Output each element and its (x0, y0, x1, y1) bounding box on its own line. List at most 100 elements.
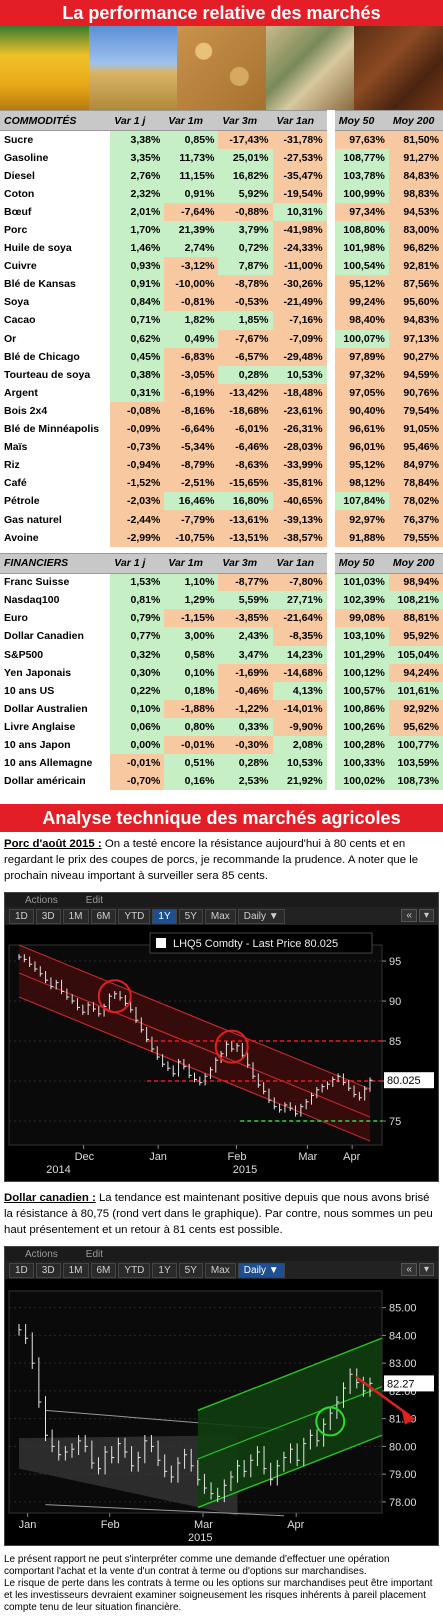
table-row: Soya 0,84% -0,81% -0,53% -21,49% 99,24% 95,60% (0, 293, 443, 312)
value-cell: 94,83% (388, 311, 443, 330)
pork-lead: Porc d'août 2015 : (4, 838, 102, 851)
value-cell: 98,40% (334, 311, 389, 330)
value-cell: 83,00% (388, 220, 443, 240)
menu-button[interactable]: ▾ (418, 909, 434, 923)
value-cell: -8,16% (164, 401, 219, 420)
cell-gap (327, 573, 335, 591)
value-cell: 99,08% (334, 609, 389, 628)
range-button-1m[interactable]: 1M (62, 908, 89, 924)
value-cell: 3,79% (218, 220, 273, 240)
y-tick-label: 80.00 (389, 1442, 417, 1454)
back-button[interactable]: « (401, 909, 417, 923)
value-cell: 100,12% (334, 663, 389, 682)
range-button-1y[interactable]: 1Y (152, 908, 177, 924)
row-label: Soya (4, 296, 30, 309)
uptrend-top-line (197, 1337, 383, 1412)
value-cell: 94,24% (388, 663, 443, 682)
actions-menu[interactable]: Actions (25, 1249, 58, 1261)
cell-gap (327, 131, 335, 149)
range-button-5y[interactable]: 5Y (178, 1262, 203, 1278)
row-label: Gas naturel (4, 513, 62, 526)
range-button-1d[interactable]: 1D (9, 1262, 34, 1278)
value-cell: -0,88% (218, 202, 273, 221)
commodities-table: COMMODITÉS Var 1 j Var 1m Var 3m Var 1an Moy … (0, 110, 443, 547)
row-label: Gasoline (4, 151, 49, 164)
trend-channel-fill (19, 945, 370, 1142)
value-cell: 103,59% (388, 754, 443, 773)
cell-gap (327, 718, 335, 736)
value-cell: 0,10% (164, 663, 219, 682)
daily-dropdown[interactable]: Daily ▼ (237, 908, 285, 924)
y-tick-label: 90 (389, 996, 401, 1008)
value-cell: 90,40% (334, 401, 389, 420)
value-cell: 96,82% (388, 239, 443, 258)
edit-menu[interactable]: Edit (85, 895, 104, 907)
range-button-1m[interactable]: 1M (62, 1262, 89, 1278)
value-cell: -0,01% (164, 736, 219, 755)
value-cell: 2,43% (218, 627, 273, 646)
table-row: Gasoline 3,35% 11,73% 25,01% -27,53% 108,77% 9… (0, 148, 443, 167)
value-cell: 95,62% (388, 717, 443, 736)
value-cell: 91,88% (334, 528, 389, 547)
value-cell: 0,16% (164, 772, 219, 791)
range-button-1d[interactable]: 1D (9, 908, 34, 924)
row-label: Blé de Kansas (4, 278, 76, 291)
range-button-5y[interactable]: 5Y (178, 908, 203, 924)
range-toolbar: 1D 3D 1M 6M YTD 1Y 5Y Max Daily ▼ «▾ (5, 907, 438, 926)
value-cell: 16,46% (164, 492, 219, 511)
table-row: Sucre 3,38% 0,85% -17,43% -31,78% 97,63% 81,50… (0, 130, 443, 149)
table-row: Cacao 0,71% 1,82% 1,85% -7,16% 98,40% 94,83% (0, 311, 443, 330)
value-cell: 0,84% (110, 293, 165, 312)
cell-gap (327, 510, 335, 528)
cell-gap (327, 664, 335, 682)
section-header: FINANCIERS (0, 552, 111, 574)
x-year-label: 2014 (46, 1164, 70, 1176)
range-button-1y[interactable]: 1Y (152, 1262, 177, 1278)
cocoa-photo (354, 26, 443, 110)
range-button-ytd[interactable]: YTD (118, 1262, 151, 1278)
table-row: Blé de Minnéapolis -0,09% -6,64% -6,01% -26,… (0, 420, 443, 439)
value-cell: -0,53% (218, 293, 273, 312)
range-button-max[interactable]: Max (204, 908, 236, 924)
range-button-3d[interactable]: 3D (35, 1262, 61, 1278)
value-cell: 2,74% (164, 239, 219, 258)
value-cell: 2,53% (218, 772, 273, 791)
edit-menu[interactable]: Edit (85, 1249, 104, 1261)
value-cell: 81,50% (388, 130, 443, 149)
table-row: Dollar américain -0,70% 0,16% 2,53% 21,92% 10… (0, 772, 443, 791)
range-button-ytd[interactable]: YTD (118, 908, 151, 924)
triangle-fill (19, 1435, 238, 1517)
daily-dropdown[interactable]: Daily ▼ (237, 1262, 285, 1278)
value-cell: 96,61% (334, 420, 389, 439)
range-button-6m[interactable]: 6M (90, 908, 117, 924)
menu-button[interactable]: ▾ (418, 1263, 434, 1277)
value-cell: 100,33% (334, 754, 389, 773)
value-cell: -21,49% (272, 293, 327, 312)
value-cell: 97,89% (334, 347, 389, 366)
value-cell: -14,01% (272, 699, 327, 718)
back-button[interactable]: « (401, 1263, 417, 1277)
range-button-3d[interactable]: 3D (35, 908, 61, 924)
value-cell: -6,57% (218, 347, 273, 366)
value-cell: -2,03% (110, 492, 165, 511)
value-cell: -8,78% (218, 275, 273, 294)
row-label: Yen Japonais (4, 666, 72, 679)
range-button-max[interactable]: Max (204, 1262, 236, 1278)
row-label: Livre Anglaise (4, 720, 76, 733)
value-cell: -8,35% (272, 627, 327, 646)
value-cell: 108,73% (388, 772, 443, 791)
actions-menu[interactable]: Actions (25, 895, 58, 907)
row-label: Maïs (4, 441, 28, 454)
row-label: Cuivre (4, 260, 37, 273)
table-row: Franc Suisse 1,53% 1,10% -8,77% -7,80% 101,03… (0, 573, 443, 592)
cell-gap (327, 348, 335, 366)
row-label: 10 ans Japon (4, 739, 71, 752)
value-cell: -2,99% (110, 528, 165, 547)
range-button-6m[interactable]: 6M (90, 1262, 117, 1278)
x-tick-label: Feb (228, 1151, 247, 1163)
table-row: Euro 0,79% -1,15% -3,85% -21,64% 99,08% 88,81% (0, 609, 443, 628)
value-cell: 84,83% (388, 166, 443, 185)
row-label: Argent (4, 386, 38, 399)
pattern-bottom-line (45, 1504, 284, 1517)
value-cell: 0,51% (164, 754, 219, 773)
